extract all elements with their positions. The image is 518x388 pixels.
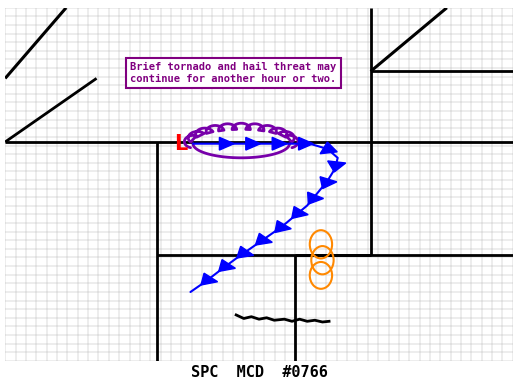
Polygon shape (201, 273, 218, 285)
Polygon shape (275, 221, 291, 232)
Text: SPC  MCD  #0766: SPC MCD #0766 (191, 365, 327, 380)
Polygon shape (328, 161, 346, 172)
Text: L: L (174, 134, 187, 154)
Polygon shape (292, 206, 308, 218)
Polygon shape (320, 177, 337, 189)
Polygon shape (237, 246, 254, 258)
Polygon shape (220, 137, 234, 150)
Polygon shape (255, 233, 272, 245)
Polygon shape (308, 192, 324, 204)
Polygon shape (320, 142, 337, 154)
Polygon shape (246, 137, 261, 150)
Polygon shape (219, 260, 235, 271)
Text: Brief tornado and hail threat may
continue for another hour or two.: Brief tornado and hail threat may contin… (131, 62, 337, 84)
Polygon shape (298, 137, 313, 150)
Polygon shape (272, 137, 287, 150)
